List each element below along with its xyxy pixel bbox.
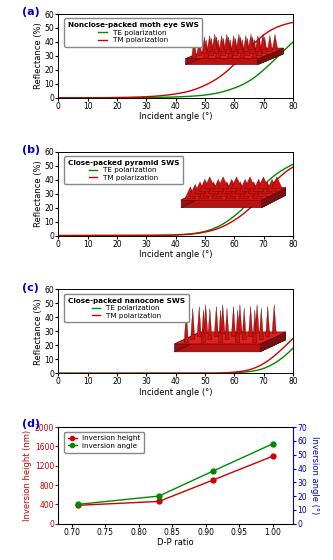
X-axis label: Incident angle (°): Incident angle (°) — [139, 388, 212, 397]
inversion angle — [210, 468, 214, 475]
Inversion height — [76, 502, 80, 508]
inversion angle — [76, 501, 80, 508]
Y-axis label: Inversion height (nm): Inversion height (nm) — [23, 430, 32, 521]
Text: (d): (d) — [22, 419, 40, 430]
Text: (c): (c) — [22, 283, 39, 293]
Y-axis label: Reflectance (%): Reflectance (%) — [34, 160, 43, 227]
Inversion height — [157, 498, 161, 505]
Legend: TE polarization, TM polarization: TE polarization, TM polarization — [64, 18, 202, 46]
X-axis label: D-P ratio: D-P ratio — [158, 538, 194, 547]
Text: (a): (a) — [22, 7, 40, 17]
Line: Inversion height: Inversion height — [76, 454, 275, 508]
Line: inversion angle: inversion angle — [76, 441, 275, 507]
Legend: Inversion height, inversion angle: Inversion height, inversion angle — [64, 432, 144, 452]
inversion angle — [271, 440, 275, 447]
inversion angle — [157, 493, 161, 500]
Text: (b): (b) — [22, 145, 40, 155]
Y-axis label: Reflectance (%): Reflectance (%) — [34, 22, 43, 89]
X-axis label: Incident angle (°): Incident angle (°) — [139, 250, 212, 259]
Y-axis label: Reflectance (%): Reflectance (%) — [34, 298, 43, 365]
Legend: TE polarization, TM polarization: TE polarization, TM polarization — [64, 294, 188, 322]
Inversion height — [271, 453, 275, 460]
X-axis label: Incident angle (°): Incident angle (°) — [139, 113, 212, 122]
Inversion height — [210, 477, 214, 484]
Legend: TE polarization, TM polarization: TE polarization, TM polarization — [64, 156, 183, 184]
Y-axis label: Inversion angle (°): Inversion angle (°) — [310, 436, 319, 515]
